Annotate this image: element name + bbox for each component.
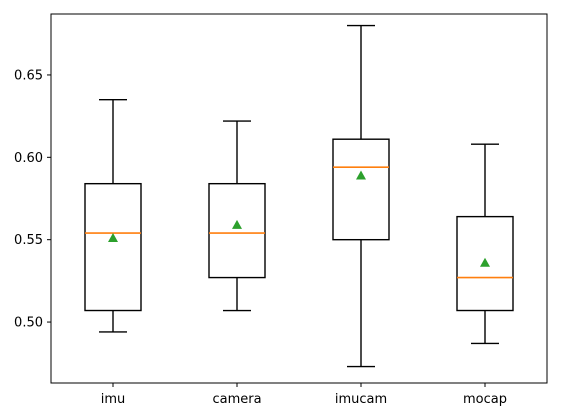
box-group-imu — [84, 98, 142, 333]
x-tick-label: mocap — [463, 392, 507, 407]
y-axis: 0.50 0.55 0.60 0.65 — [14, 68, 51, 331]
plot-area — [84, 24, 514, 368]
iqr-box — [332, 138, 390, 241]
mean-marker — [480, 257, 490, 267]
iqr-box — [208, 182, 266, 279]
axes-frame — [50, 13, 548, 384]
x-tick-label: imu — [101, 392, 126, 407]
y-tick-label: 0.50 — [14, 316, 43, 331]
box-group-mocap — [456, 143, 514, 345]
x-tick-label: camera — [212, 392, 261, 407]
mean-marker — [232, 219, 242, 229]
y-tick-label: 0.55 — [14, 233, 43, 248]
x-tick-label: imucam — [335, 392, 387, 407]
iqr-box — [84, 182, 142, 312]
y-tick-label: 0.60 — [14, 151, 43, 166]
y-tick-label: 0.65 — [14, 68, 43, 83]
x-axis: imu camera imucam mocap — [101, 383, 507, 407]
box-group-imucam — [332, 24, 390, 368]
mean-marker — [356, 170, 366, 180]
box-group-camera — [208, 120, 266, 312]
mean-marker — [108, 233, 118, 243]
iqr-box — [456, 215, 514, 312]
